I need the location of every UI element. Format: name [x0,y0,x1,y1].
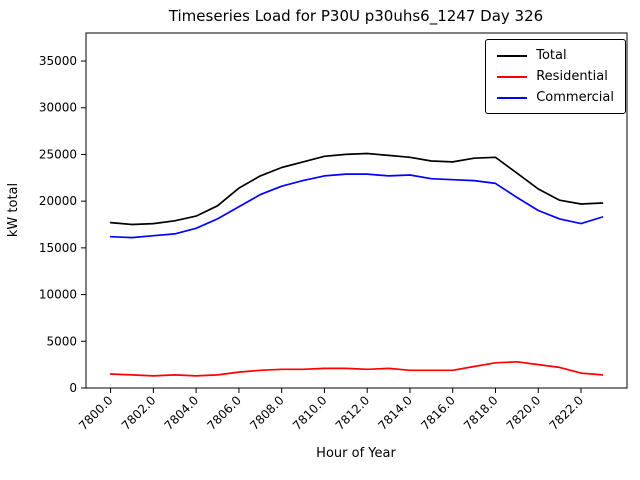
legend: Total Residential Commercial [485,39,626,114]
legend-label-commercial: Commercial [536,90,614,105]
legend-label-total: Total [536,48,567,63]
chart-title: Timeseries Load for P30U p30uhs6_1247 Da… [168,7,543,26]
x-tick-label: 7808.0 [247,393,287,433]
x-tick-label: 7812.0 [333,393,373,433]
x-tick-label: 7822.0 [547,393,587,433]
legend-line-sample-commercial [497,96,528,99]
x-tick-label: 7818.0 [461,393,501,433]
x-tick-label: 7814.0 [375,393,415,433]
x-tick-label: 7804.0 [162,393,202,433]
series-line-total [109,152,604,226]
y-tick-label: 10000 [39,288,77,302]
x-tick-label: 7806.0 [204,393,244,433]
plot-frame [85,32,628,389]
x-tick-label: 7816.0 [418,393,458,433]
y-tick-label: 25000 [39,147,77,161]
x-tick-label: 7820.0 [504,393,544,433]
y-axis-label: kW total [6,183,21,237]
legend-line-sample-total [497,54,528,57]
x-tick-label: 7810.0 [290,393,330,433]
legend-item-residential: Residential [497,70,614,83]
series-line-residential [109,360,604,377]
y-tick-label: 15000 [39,241,77,255]
y-tick-label: 0 [69,381,77,395]
x-tick-label: 7802.0 [119,393,159,433]
y-tick-label: 30000 [39,101,77,115]
legend-item-total: Total [497,49,614,62]
legend-item-commercial: Commercial [497,91,614,104]
x-axis-label: Hour of Year [316,446,396,461]
legend-line-sample-residential [497,75,528,78]
y-tick-label: 5000 [46,334,77,348]
y-tick-label: 20000 [39,194,77,208]
series-line-commercial [109,173,604,239]
legend-label-residential: Residential [536,69,608,84]
x-tick-label: 7800.0 [76,393,116,433]
y-tick-label: 35000 [39,54,77,68]
